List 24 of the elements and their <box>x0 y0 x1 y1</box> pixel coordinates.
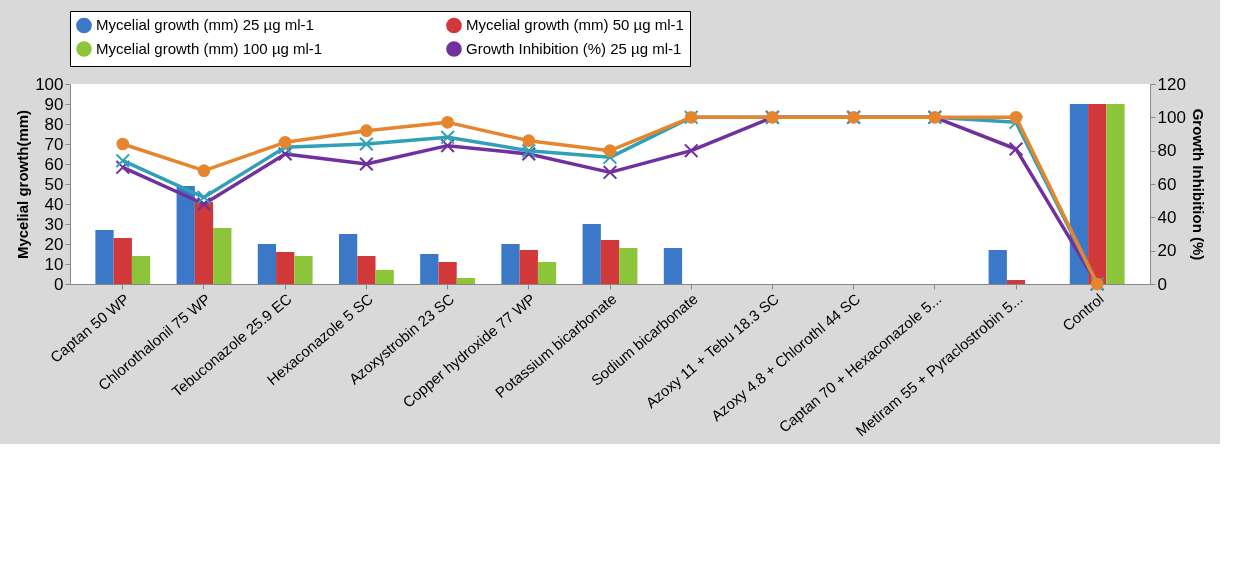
y2-tick-label: 60 <box>1157 174 1177 194</box>
y2-tick-label: 20 <box>1157 241 1177 261</box>
y-tick-label: 0 <box>54 274 64 294</box>
y-tick-label: 10 <box>44 254 64 274</box>
y2-tick-label: 120 <box>1157 74 1186 94</box>
legend-label: Mycelial growth (mm) 50 µg ml-1 <box>466 16 684 34</box>
y2-axis-title: Growth Inhibition (%) <box>1189 108 1207 261</box>
y2-tick-label: 40 <box>1157 207 1177 227</box>
y-tick-label: 50 <box>44 174 64 194</box>
y2-tick-label: 80 <box>1157 141 1177 161</box>
y-tick-label: 70 <box>44 134 64 154</box>
legend-label: Mycelial growth (mm) 25 µg ml-1 <box>96 16 314 34</box>
y-tick-label: 20 <box>44 234 64 254</box>
y-axis-title: Mycelial growth(mm) <box>14 109 32 260</box>
y-tick-label: 80 <box>44 114 64 134</box>
y-tick-label: 90 <box>44 94 64 114</box>
legend-label: Mycelial growth (mm) 100 µg ml-1 <box>96 40 323 57</box>
legend-label: Growth Inhibition (%) 25 µg ml-1 <box>466 40 682 57</box>
y-tick-label: 40 <box>44 194 64 214</box>
y2-tick-label: 100 <box>1157 107 1186 127</box>
y-tick-label: 30 <box>44 214 64 234</box>
y-tick-label: 60 <box>44 154 64 174</box>
y2-tick-label: 0 <box>1157 274 1167 294</box>
y-tick-label: 100 <box>35 74 64 94</box>
